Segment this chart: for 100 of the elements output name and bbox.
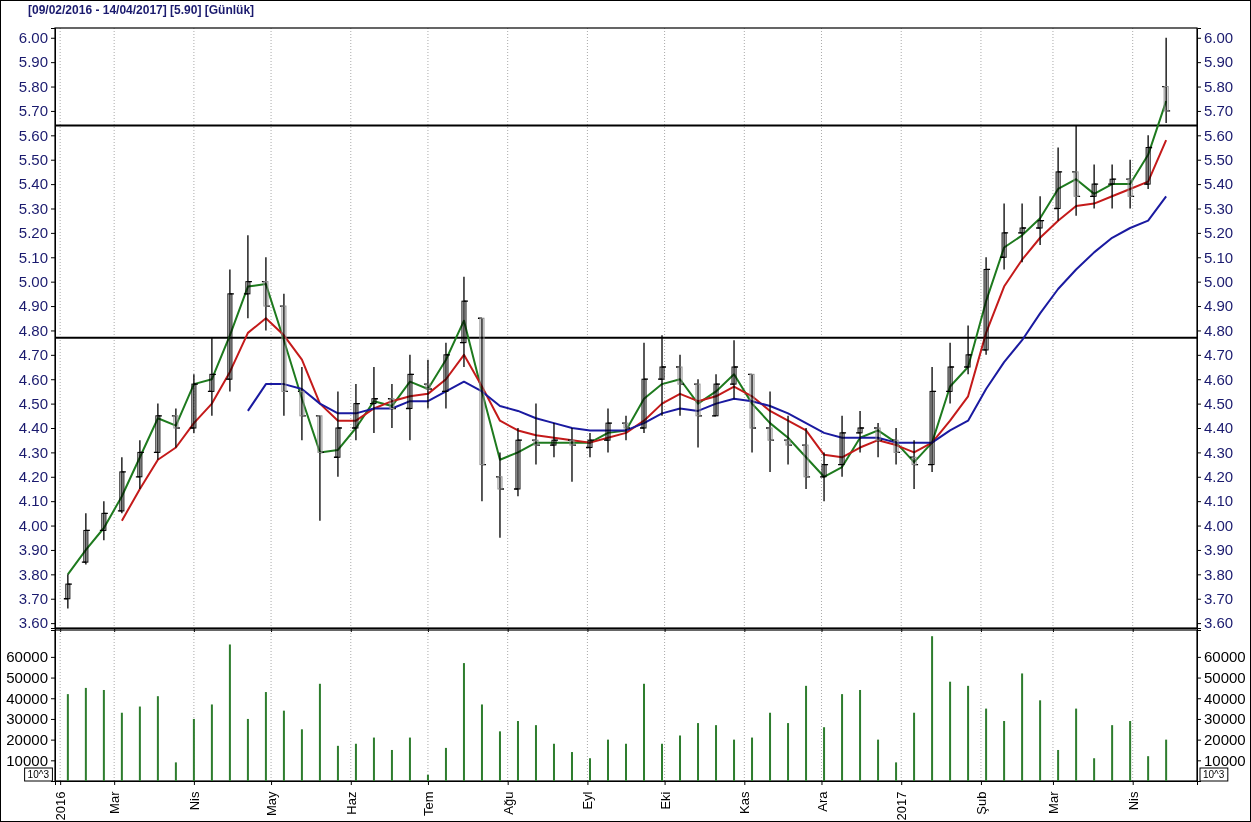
y-tick-label: 4.80: [1204, 321, 1234, 339]
x-tick-label: Haz: [343, 791, 359, 815]
candlestick: [911, 439, 917, 490]
x-tick-label: May: [264, 791, 280, 817]
bar: [679, 735, 682, 781]
x-tick-label: Nis: [186, 791, 202, 811]
candlestick: [299, 366, 305, 441]
bar: [534, 725, 537, 781]
candlestick: [785, 415, 791, 466]
bar: [1093, 758, 1096, 781]
y-tick-label: 4.70: [1204, 346, 1234, 364]
bar: [841, 694, 844, 781]
y-tick-label: 5.20: [1204, 224, 1234, 242]
candlestick: [695, 378, 701, 449]
candlestick: [65, 573, 71, 610]
candlestick: [1145, 134, 1151, 190]
bar: [264, 692, 267, 781]
chart-title: [09/02/2016 - 14/04/2017] [5.90] [Günlük]: [28, 3, 255, 17]
candlestick: [1109, 163, 1115, 210]
bar: [516, 721, 519, 781]
candlestick: [875, 422, 881, 458]
bar: [967, 685, 970, 781]
y-tick-label: 4.40: [1204, 419, 1234, 437]
bar: [156, 696, 159, 781]
candlestick: [587, 432, 593, 458]
y-tick-label: 5.40: [1204, 175, 1234, 193]
candlestick: [623, 415, 629, 441]
bar: [643, 683, 646, 781]
bar: [697, 723, 700, 781]
bar: [552, 743, 555, 781]
bar: [913, 712, 916, 781]
x-tick-label: Ara: [814, 790, 830, 812]
bar: [1021, 673, 1024, 781]
bar: [607, 739, 609, 781]
bar: [354, 743, 357, 781]
candlestick: [605, 407, 611, 454]
candlestick: [173, 407, 179, 449]
x-tick-label: Eki: [657, 791, 673, 810]
candlestick: [119, 456, 125, 515]
x-tick-label: Eyl: [580, 791, 596, 810]
y-tick-label: 10000: [6, 751, 48, 769]
bar: [1129, 721, 1132, 781]
candlestick: [1001, 202, 1007, 271]
bar: [408, 737, 411, 781]
bar: [751, 737, 754, 781]
candlestick: [569, 427, 575, 483]
candlestick: [263, 256, 269, 332]
candlestick: [821, 451, 827, 502]
text: 10^3: [1203, 769, 1225, 780]
candlestick: [1127, 159, 1133, 210]
candlestick: [551, 422, 557, 458]
candlestick: [317, 415, 323, 522]
y-tick-label: 5.80: [1204, 77, 1234, 95]
candlestick: [533, 402, 539, 466]
x-tick-label: Ağu: [500, 791, 516, 815]
bar: [769, 712, 772, 781]
candlestick: [749, 373, 755, 454]
bar: [570, 752, 573, 781]
x-tick-label: Kas: [737, 791, 753, 814]
candlestick: [893, 427, 899, 466]
bar: [823, 727, 826, 781]
candlestick: [713, 373, 719, 417]
candlestick: [857, 410, 863, 454]
x-tick-label: Şub: [974, 791, 989, 815]
bar: [120, 712, 123, 781]
y-tick-label: 4.00: [1204, 516, 1234, 534]
bar: [1147, 756, 1150, 781]
candlestick: [245, 234, 251, 319]
y-tick-label: 5.70: [1204, 102, 1234, 120]
y-tick-label: 4.20: [1204, 468, 1234, 486]
bar: [192, 718, 195, 781]
bar: [787, 723, 790, 781]
bar: [859, 689, 862, 781]
candlestick: [515, 427, 521, 497]
candlestick: [1091, 163, 1097, 210]
bar: [174, 762, 177, 781]
candlestick: [1163, 37, 1169, 124]
y-tick-label: 3.90: [1204, 541, 1234, 559]
y-tick-label: 4.10: [1204, 492, 1234, 510]
bar: [228, 644, 231, 781]
y-tick-label: 4.60: [1204, 370, 1234, 388]
candlestick: [83, 512, 89, 566]
bar: [1165, 739, 1168, 781]
y-tick-label: 3.60: [1204, 614, 1234, 632]
bar: [949, 681, 952, 781]
line-series: [120, 139, 1168, 522]
bar: [84, 687, 87, 781]
bar: [210, 704, 213, 781]
bar: [877, 739, 880, 781]
bar: [895, 762, 898, 781]
text: 10^3: [27, 769, 49, 780]
bar: [318, 683, 321, 781]
candlestick: [389, 383, 395, 429]
candlestick: [641, 341, 647, 434]
candlestick: [803, 427, 809, 490]
candlestick: [425, 359, 431, 410]
candlestick: [929, 366, 935, 473]
y-tick-label: 3.70: [1204, 590, 1234, 608]
candlestick: [191, 373, 197, 434]
candlestick: [677, 354, 683, 417]
